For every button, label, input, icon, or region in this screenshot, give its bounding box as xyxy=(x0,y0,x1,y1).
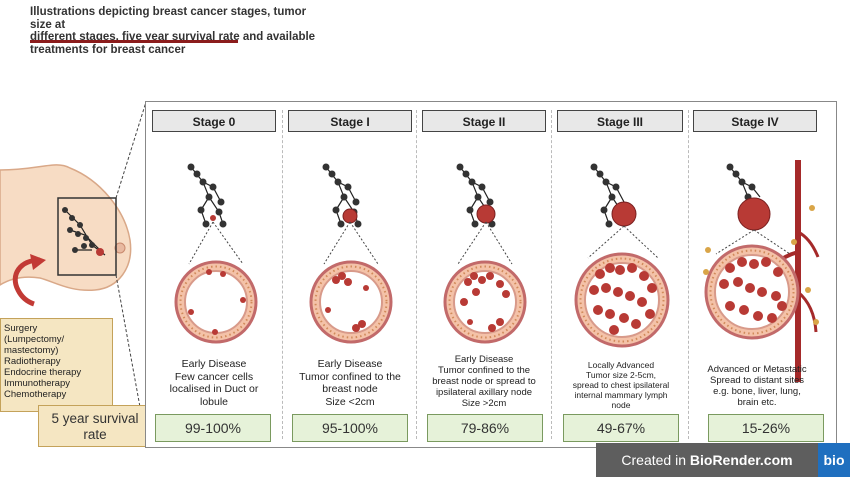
desc-line: localised in Duct or xyxy=(169,383,259,395)
desc-line: breast node xyxy=(322,383,378,395)
stage-3-description: Locally Advanced Tumor size 2-5cm, sprea… xyxy=(554,360,688,410)
rotation-arrow-icon xyxy=(12,257,41,307)
treatment-item: Radiotherapy xyxy=(4,356,61,367)
desc-line: Tumor size 2-5cm, xyxy=(585,370,657,380)
stage-3-header: Stage III xyxy=(557,110,683,132)
stage-3-survival: 49-67% xyxy=(563,414,679,442)
figure-title: Illustrations depicting breast cancer st… xyxy=(30,6,320,56)
stage-0-header: Stage 0 xyxy=(152,110,276,132)
zoom-line-bottom xyxy=(115,274,147,441)
stage-4-header: Stage IV xyxy=(693,110,817,132)
desc-line: Few cancer cells xyxy=(174,370,254,383)
treatment-item: Chemotherapy xyxy=(4,389,67,400)
desc-line: Tumor confined to the xyxy=(437,365,531,376)
stage-divider xyxy=(551,110,552,439)
zoom-region-box xyxy=(57,197,117,276)
desc-line: spread to chest ipsilateral xyxy=(572,380,670,390)
stage-divider xyxy=(416,110,417,439)
desc-line: node xyxy=(611,400,631,410)
stage-2-header: Stage II xyxy=(422,110,546,132)
stage-1-description: Early Disease Tumor confined to the brea… xyxy=(285,358,415,408)
survival-rate-label: 5 year survival rate xyxy=(38,405,152,447)
stage-1-header: Stage I xyxy=(288,110,412,132)
desc-line: Early Disease xyxy=(454,354,514,365)
desc-line: Early Disease xyxy=(181,358,247,370)
biorender-badge[interactable]: Created in BioRender.com bio xyxy=(596,443,850,477)
stage-0-survival: 99-100% xyxy=(155,414,271,442)
desc-line: breast node or spread to xyxy=(432,376,536,387)
stage-3-illustration xyxy=(574,163,670,348)
treatment-item: Endocrine therapy xyxy=(4,367,82,378)
stages-panel: Stage 0 Early Disease Few cancer cells l… xyxy=(145,101,837,448)
treatment-item: Immunotherapy xyxy=(4,378,71,389)
treatment-item: (Lumpectomy/ xyxy=(4,334,65,345)
stage-2-survival: 79-86% xyxy=(427,414,543,442)
title-line-3: treatments for breast cancer xyxy=(30,43,186,56)
stage-2-illustration xyxy=(443,163,527,344)
treatment-item: mastectomy) xyxy=(4,345,59,356)
desc-line: Early Disease xyxy=(317,358,383,370)
treatment-item: Surgery xyxy=(4,323,38,334)
credit-prefix: Created in xyxy=(621,452,690,468)
desc-line: Size <2cm xyxy=(325,395,375,408)
desc-line: Advanced or Metastatic xyxy=(707,364,807,375)
desc-line: ipsilateral axillary node xyxy=(435,387,533,398)
desc-line: e.g. bone, liver, lung, xyxy=(713,386,801,397)
desc-line: Size >2cm xyxy=(461,398,507,409)
treatments-box: Surgery (Lumpectomy/ mastectomy) Radioth… xyxy=(0,318,113,412)
stage-1-illustration xyxy=(309,163,393,344)
biorender-logo-icon: bio xyxy=(818,443,850,477)
title-underline xyxy=(30,40,238,43)
desc-line: Locally Advanced xyxy=(587,360,655,370)
stage-0-illustration xyxy=(174,163,258,344)
stage-divider xyxy=(688,110,689,439)
desc-line: Tumor confined to the xyxy=(299,370,401,383)
desc-line: internal mammary lymph xyxy=(574,390,668,400)
desc-line: brain etc. xyxy=(737,397,777,408)
stage-4-illustration xyxy=(703,160,820,382)
stage-0-description: Early Disease Few cancer cells localised… xyxy=(150,358,278,408)
stage-divider xyxy=(282,110,283,439)
stage-1-survival: 95-100% xyxy=(292,414,408,442)
breast-illustration xyxy=(0,101,147,441)
stage-4-description: Advanced or Metastatic Spread to distant… xyxy=(692,364,822,408)
title-line-1: Illustrations depicting breast cancer st… xyxy=(30,6,307,31)
zoom-line-top xyxy=(115,101,147,199)
stage-4-survival: 15-26% xyxy=(708,414,824,442)
desc-line: lobule xyxy=(199,395,229,408)
stage-2-description: Early Disease Tumor confined to the brea… xyxy=(419,354,549,409)
biorender-credit: Created in BioRender.com xyxy=(596,443,818,477)
credit-brand: BioRender.com xyxy=(689,452,793,468)
desc-line: Spread to distant sites xyxy=(710,375,804,386)
